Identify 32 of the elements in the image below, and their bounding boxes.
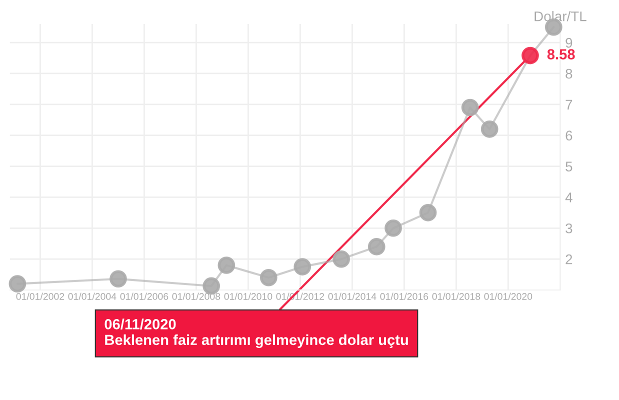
x-tick-label: 01/01/2016 <box>380 292 428 300</box>
y-tick-label: 3 <box>566 223 572 234</box>
point <box>480 120 498 138</box>
y-tick-label: 2 <box>566 254 572 264</box>
point <box>522 46 539 64</box>
x-tick-label: 01/01/2002 <box>16 292 64 300</box>
y-tick-label: 8 <box>566 68 572 79</box>
y-tick-label: 5 <box>566 162 572 172</box>
y-tick-label: 7 <box>566 100 572 110</box>
x-tick-label: 01/01/2020 <box>484 292 532 300</box>
point <box>218 256 236 274</box>
point <box>8 275 26 292</box>
x-tick-label: 01/01/2010 <box>224 292 272 300</box>
point <box>294 258 312 276</box>
x-tick-label: 01/01/2008 <box>172 292 220 300</box>
point <box>419 204 437 222</box>
y-tick-label: 6 <box>566 130 572 141</box>
point <box>110 270 127 288</box>
point <box>260 268 278 286</box>
point <box>368 238 386 256</box>
x-tick-label: 01/01/2018 <box>432 292 480 300</box>
y-tick-label: 4 <box>565 192 572 202</box>
annotation: 06/11/2020 Beklenen faiz artırımı gelmeyince dolar uçtu <box>104 318 408 348</box>
point <box>461 98 479 116</box>
x-tick-label: 01/01/2006 <box>120 292 168 300</box>
point <box>384 219 402 237</box>
point <box>332 250 350 268</box>
x-tick-label: 01/01/2004 <box>68 292 116 300</box>
x-tick-label: 01/01/2014 <box>328 292 376 300</box>
y-tick-label: 9 <box>566 38 572 48</box>
data-label: 8.58 <box>547 49 575 60</box>
y-axis-title: Dolar/TL <box>534 11 586 22</box>
